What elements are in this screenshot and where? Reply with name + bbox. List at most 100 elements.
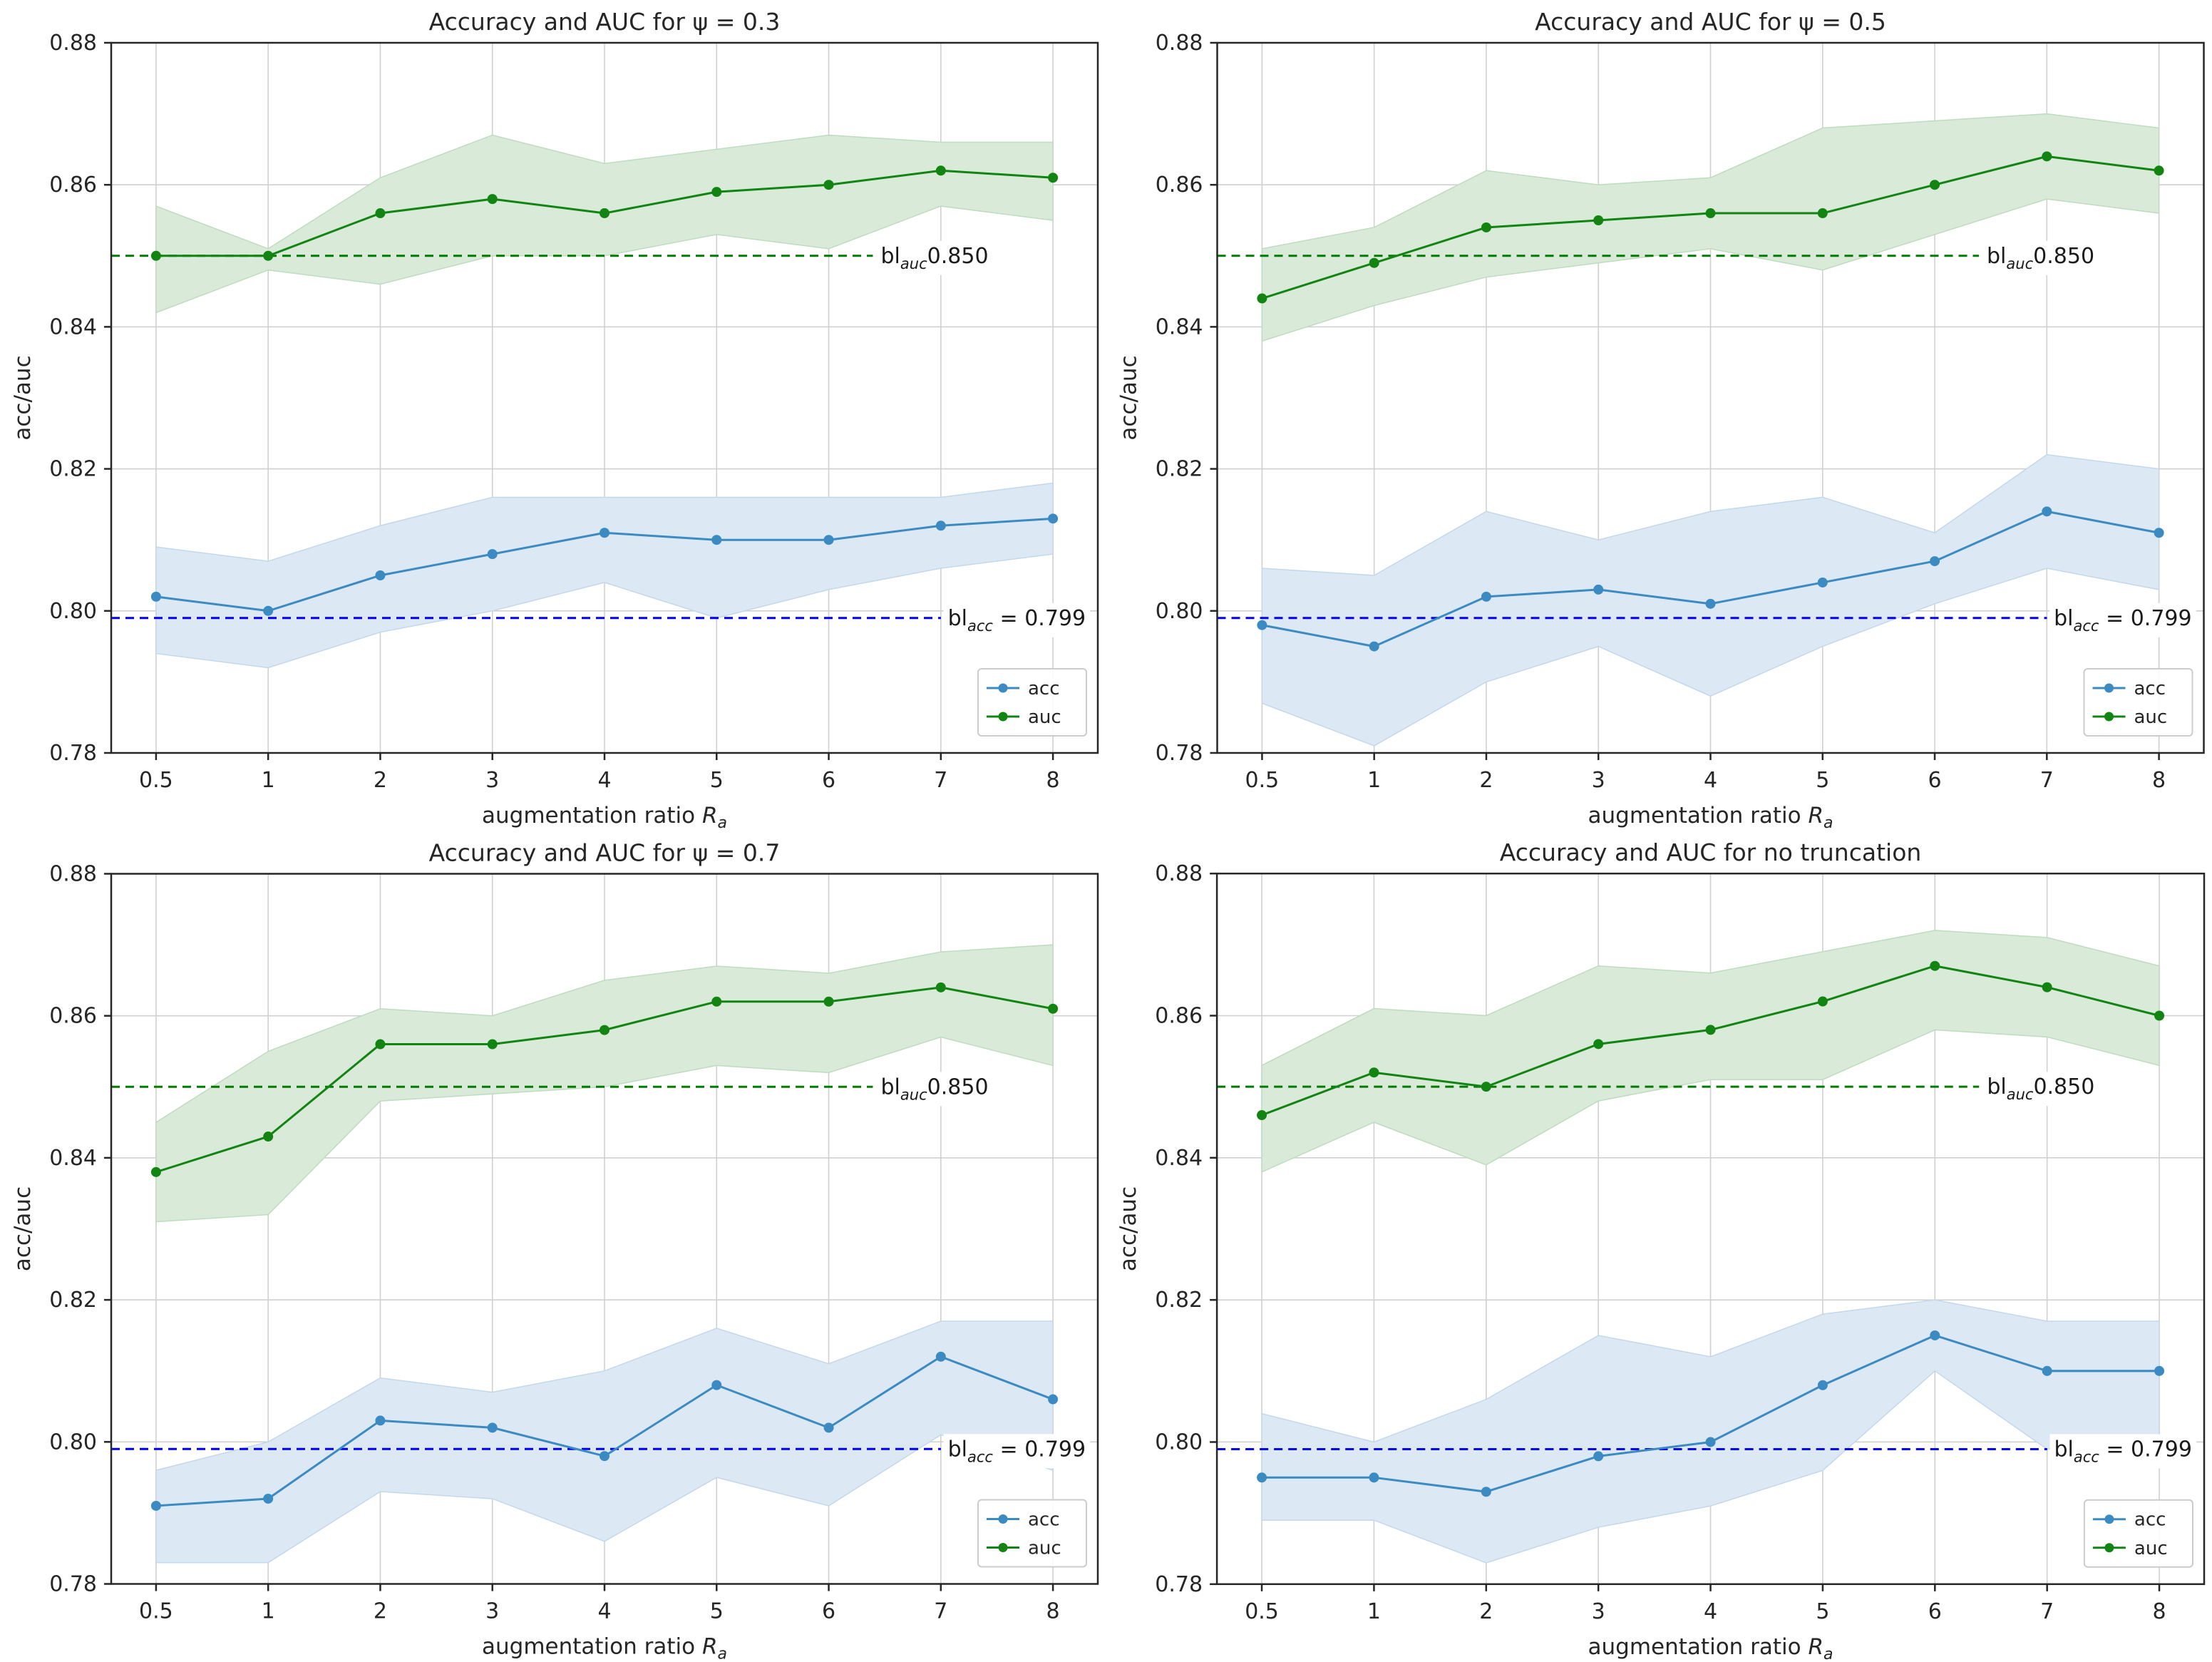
x-axis-label: augmentation ratio Ra bbox=[1588, 803, 1833, 831]
x-tick-label: 5 bbox=[1816, 1599, 1829, 1624]
chart-title: Accuracy and AUC for ψ = 0.7 bbox=[429, 839, 781, 867]
auc-marker bbox=[1817, 208, 1828, 219]
x-tick-label: 1 bbox=[262, 1599, 275, 1624]
auc-marker bbox=[2042, 982, 2052, 992]
x-tick-label: 6 bbox=[822, 1599, 835, 1624]
x-axis-label: augmentation ratio Ra bbox=[482, 1634, 727, 1662]
acc-marker bbox=[600, 1451, 609, 1462]
x-tick-label: 5 bbox=[1816, 768, 1829, 793]
auc-marker bbox=[1930, 960, 1940, 971]
acc-confidence-band bbox=[155, 482, 1054, 669]
y-axis-label: acc/auc bbox=[10, 355, 36, 440]
legend-label-acc: acc bbox=[2134, 1509, 2166, 1531]
acc-marker bbox=[1817, 1380, 1828, 1390]
auc-marker bbox=[1705, 1025, 1716, 1035]
x-tick-label: 0.5 bbox=[1245, 768, 1280, 793]
y-tick-label: 0.78 bbox=[1155, 1572, 1203, 1597]
auc-marker bbox=[150, 1166, 161, 1177]
x-tick-label: 0.5 bbox=[139, 1599, 173, 1624]
auc-marker bbox=[375, 1039, 386, 1050]
chart-title: Accuracy and AUC for no truncation bbox=[1500, 838, 1922, 866]
x-tick-label: 7 bbox=[2040, 768, 2054, 793]
acc-marker bbox=[150, 591, 161, 602]
y-axis-label: acc/auc bbox=[1116, 355, 1142, 440]
chart-canvas-psi-0-7: 0.5 1 2 3 4 5 6 7 8 0.78 0.80 0.82 0.84 0.86 0.88 Accur… bbox=[0, 831, 1106, 1662]
acc-marker bbox=[2154, 528, 2164, 538]
legend-item-acc: acc bbox=[2092, 1509, 2166, 1531]
y-tick-label: 0.84 bbox=[49, 314, 97, 339]
baseline-acc-text: blacc = 0.799 bbox=[2054, 606, 2191, 635]
y-tick-label: 0.80 bbox=[1155, 1430, 1203, 1455]
acc-marker bbox=[600, 528, 609, 538]
legend-item-auc: auc bbox=[987, 1538, 1061, 1559]
acc-marker bbox=[1481, 591, 1491, 602]
x-tick-label: 3 bbox=[485, 1599, 499, 1624]
auc-marker bbox=[1369, 1067, 1379, 1078]
auc-marker bbox=[1593, 215, 1604, 225]
auc-marker bbox=[2154, 1010, 2165, 1021]
legend: acc auc bbox=[977, 668, 1087, 737]
auc-marker bbox=[2154, 165, 2164, 176]
x-axis-label: augmentation ratio Ra bbox=[482, 803, 727, 831]
acc-marker bbox=[1705, 1437, 1716, 1447]
auc-marker bbox=[711, 187, 722, 198]
acc-marker bbox=[1705, 598, 1716, 609]
auc-marker bbox=[1048, 1003, 1059, 1014]
auc-marker bbox=[935, 165, 946, 176]
auc-marker bbox=[823, 996, 834, 1007]
x-tick-label: 8 bbox=[2152, 1599, 2166, 1624]
legend-item-acc: acc bbox=[987, 678, 1060, 699]
baseline-auc-text: blauc0.850 bbox=[881, 244, 989, 272]
auc-marker bbox=[1048, 173, 1059, 183]
auc-marker bbox=[1369, 257, 1379, 268]
x-tick-label: 8 bbox=[2152, 768, 2166, 793]
auc-marker bbox=[1817, 996, 1828, 1007]
chart-title: Accuracy and AUC for ψ = 0.5 bbox=[1535, 8, 1886, 36]
x-axis-label: augmentation ratio Ra bbox=[1588, 1634, 1833, 1662]
x-tick-label: 6 bbox=[1928, 1599, 1942, 1624]
acc-marker bbox=[150, 1500, 161, 1511]
auc-marker bbox=[375, 208, 386, 219]
acc-marker bbox=[711, 1380, 722, 1390]
acc-marker bbox=[1930, 1330, 1940, 1340]
acc-marker bbox=[2154, 1365, 2165, 1376]
acc-marker bbox=[823, 535, 834, 545]
legend-marker-swatch bbox=[2104, 1543, 2114, 1553]
y-tick-label: 0.80 bbox=[49, 1430, 97, 1455]
auc-marker bbox=[1257, 1110, 1267, 1121]
x-tick-label: 4 bbox=[1704, 1599, 1717, 1624]
auc-marker bbox=[823, 180, 834, 190]
baseline-label-backing bbox=[2049, 1434, 2196, 1469]
x-tick-label: 5 bbox=[710, 768, 724, 793]
x-tick-label: 4 bbox=[597, 768, 611, 793]
x-tick-label: 6 bbox=[822, 768, 835, 793]
acc-marker bbox=[375, 1415, 386, 1426]
legend-item-acc: acc bbox=[2092, 678, 2166, 699]
x-tick-label: 3 bbox=[1592, 1599, 1605, 1624]
chart-psi-0-3: 0.5 1 2 3 4 5 6 7 8 0.78 0.80 0.82 0.84 0.86 0.88 Accur… bbox=[0, 0, 1106, 831]
acc-marker bbox=[1048, 1394, 1059, 1405]
legend: acc auc bbox=[2083, 668, 2193, 737]
auc-confidence-band bbox=[1261, 113, 2160, 342]
legend-label-auc: auc bbox=[1028, 1538, 1061, 1559]
x-tick-label: 2 bbox=[374, 1599, 387, 1624]
baseline-acc-text: blacc = 0.799 bbox=[948, 1437, 1086, 1465]
y-tick-label: 0.84 bbox=[1155, 1146, 1203, 1171]
legend-marker-swatch bbox=[998, 1543, 1008, 1552]
legend-label-acc: acc bbox=[1028, 1509, 1060, 1531]
acc-confidence-band bbox=[155, 1320, 1054, 1564]
legend-label-auc: auc bbox=[2134, 1538, 2168, 1559]
legend-label-auc: auc bbox=[2134, 707, 2168, 728]
auc-marker bbox=[263, 1132, 274, 1142]
baseline-label-backing bbox=[876, 1072, 993, 1107]
auc-marker bbox=[1481, 222, 1491, 232]
acc-marker bbox=[487, 1422, 498, 1433]
x-tick-label: 2 bbox=[1479, 1599, 1493, 1624]
acc-marker bbox=[1369, 641, 1379, 652]
y-tick-label: 0.88 bbox=[1156, 31, 1203, 56]
chart-no-truncation: 0.5 1 2 3 4 5 6 7 8 0.78 0.80 0.82 0.84 0.86 0.88 Accur… bbox=[1106, 831, 2212, 1662]
y-axis-label: acc/auc bbox=[1116, 1186, 1141, 1271]
baseline-label-backing bbox=[876, 240, 993, 275]
axes-spines bbox=[1215, 872, 2206, 1586]
